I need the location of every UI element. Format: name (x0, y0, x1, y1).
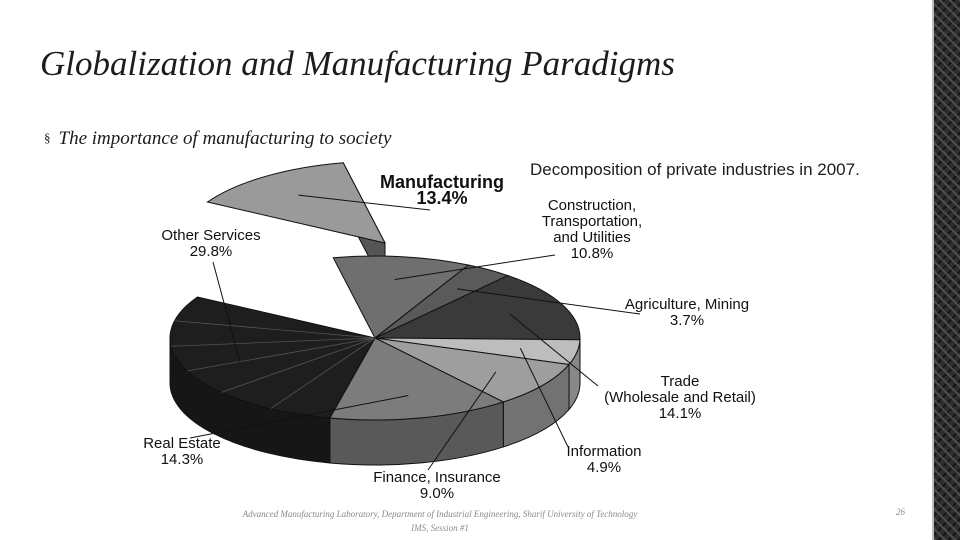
pie-value-information: 4.9% (587, 459, 621, 476)
pie-value-other-services: 29.8% (190, 243, 233, 260)
decorative-side-band (932, 0, 960, 540)
leader-line-finance-insurance (427, 371, 497, 471)
page-number: 26 (896, 507, 905, 517)
pie-top-layer (169, 162, 581, 421)
pie-label-finance-insurance: Finance, Insurance (373, 469, 501, 486)
pie-label-trade-wholesale-and-retail: Trade (661, 373, 700, 390)
pie-label-construction-transportation-and-utilities: and Utilities (553, 229, 631, 246)
leader-line-information (519, 348, 569, 448)
leader-line-manufacturing (298, 194, 431, 211)
pie-label-information: Information (566, 443, 641, 460)
leader-line-real-estate (189, 395, 409, 439)
leader-line-other-services (212, 261, 241, 362)
pie-label-manufacturing: Manufacturing (380, 172, 504, 192)
pie-label-agriculture-mining: Agriculture, Mining (625, 296, 749, 313)
pie-slice-manufacturing (206, 162, 386, 244)
leader-line-construction-transportation-and-utilities (394, 254, 556, 280)
bullet-text: The importance of manufacturing to socie… (58, 128, 392, 149)
pie-label-trade-wholesale-and-retail: (Wholesale and Retail) (604, 389, 756, 406)
pie-hatch-line (187, 337, 376, 372)
slide-title: Globalization and Manufacturing Paradigm… (40, 44, 675, 83)
bullet-marker: § (44, 130, 51, 145)
leader-line-agriculture-mining (456, 288, 641, 315)
pie-hatch-line (221, 337, 376, 393)
pie-label-other-services: Other Services (161, 227, 260, 244)
pie-slice-trade-wholesale-and-retail (374, 275, 581, 341)
chart-caption: Decomposition of private industries in 2… (530, 160, 860, 179)
pie-value-construction-transportation-and-utilities: 10.8% (571, 245, 614, 262)
pie-hatch-line (171, 337, 376, 347)
bullet-item: § The importance of manufacturing to soci… (44, 128, 391, 150)
pie-value-finance-insurance: 9.0% (420, 485, 454, 502)
pie-value-trade-wholesale-and-retail: 14.1% (659, 405, 702, 422)
leader-line-trade-wholesale-and-retail (509, 313, 599, 387)
pie-hatch-line (174, 320, 376, 339)
pie-label-real-estate: Real Estate (143, 435, 221, 452)
pie-slice-finance-insurance (374, 337, 570, 403)
pie-value-real-estate: 14.3% (161, 451, 204, 468)
pie-leader-lines (189, 194, 641, 471)
pie-slice-real-estate (329, 337, 505, 421)
slide-footer: Advanced Manufacturing Laboratory, Depar… (200, 507, 680, 535)
pie-slice-construction-transportation-and-utilities (332, 255, 470, 339)
footer-line-2: IMS, Session #1 (411, 523, 469, 533)
footer-line-1: Advanced Manufacturing Laboratory, Depar… (242, 509, 638, 519)
pie-value-agriculture-mining: 3.7% (670, 312, 704, 329)
pie-hatch-line (270, 337, 376, 409)
pie-value-manufacturing: 13.4% (416, 188, 467, 208)
pie-label-construction-transportation-and-utilities: Construction, (548, 197, 636, 214)
pie-label-construction-transportation-and-utilities: Transportation, (542, 213, 642, 230)
